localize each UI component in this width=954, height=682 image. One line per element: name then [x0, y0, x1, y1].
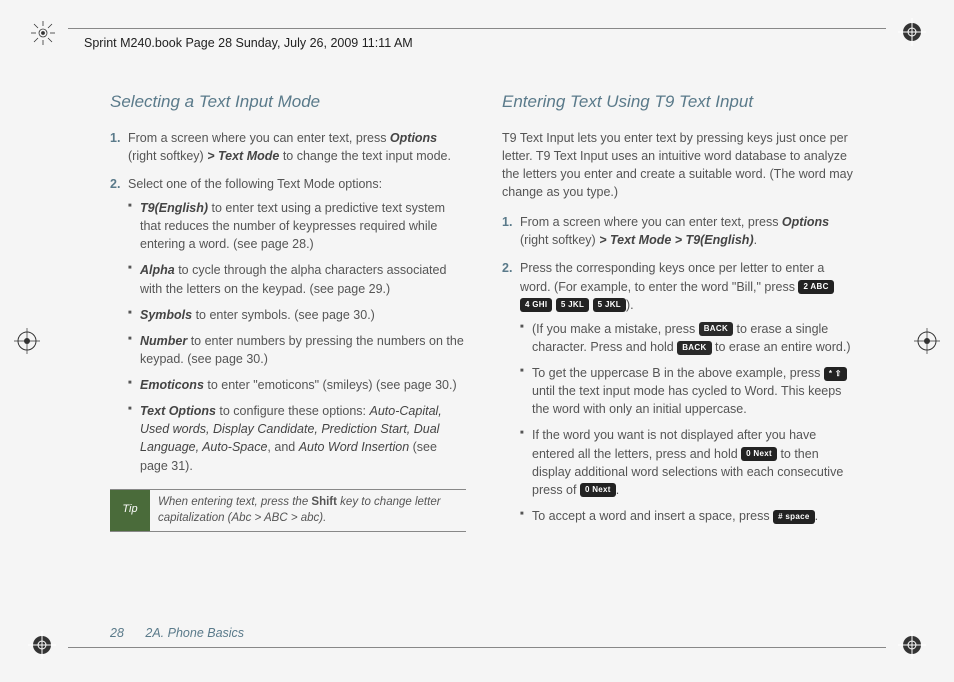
tip-text-a: When entering text, press the: [158, 496, 311, 508]
option-symbols: Symbols to enter symbols. (see page 30.): [128, 306, 466, 324]
option-number-text: to enter numbers by pressing the numbers…: [140, 334, 464, 366]
r-step2-a: Press the corresponding keys once per le…: [520, 261, 824, 293]
r-bullet-next-word: If the word you want is not displayed af…: [520, 426, 858, 499]
step1-text-a: From a screen where you can enter text, …: [128, 131, 390, 145]
option-number-label: Number: [140, 334, 187, 348]
r-step-1: 1. From a screen where you can enter tex…: [502, 213, 858, 249]
option-textopts-awi: Auto Word Insertion: [299, 440, 409, 454]
option-emoticons-label: Emoticons: [140, 378, 204, 392]
step-1: 1. From a screen where you can enter tex…: [110, 129, 466, 165]
r-step1-seq: > Text Mode > T9(English): [599, 233, 753, 247]
tip-text: When entering text, press the Shift key …: [150, 490, 466, 531]
r-b3-c: .: [616, 483, 619, 497]
option-symbols-text: to enter symbols. (see page 30.): [192, 308, 375, 322]
r-softkey-options: Options: [782, 215, 829, 229]
option-alpha-label: Alpha: [140, 263, 175, 277]
key-2abc-icon: 2 ABC: [798, 280, 833, 294]
side-target-right-icon: [914, 328, 940, 354]
page-footer: 28 2A. Phone Basics: [110, 626, 244, 640]
key-5jkl-icon: 5 JKL: [556, 298, 589, 312]
tip-box: Tip When entering text, press the Shift …: [110, 489, 466, 532]
step1-text-c: to change the text input mode.: [279, 149, 451, 163]
key-0-next-icon: 0 Next: [580, 483, 616, 497]
option-alpha-text: to cycle through the alpha characters as…: [140, 263, 446, 295]
crop-mark-bl-icon: [28, 631, 56, 664]
option-textopts-and: , and: [267, 440, 298, 454]
option-symbols-label: Symbols: [140, 308, 192, 322]
r-step1-end: .: [754, 233, 757, 247]
tip-label: Tip: [110, 490, 150, 531]
r-bullet-uppercase: To get the uppercase B in the above exam…: [520, 364, 858, 418]
softkey-options: Options: [390, 131, 437, 145]
option-number: Number to enter numbers by pressing the …: [128, 332, 466, 368]
crop-mark-tr-icon: [898, 18, 926, 51]
left-column: Selecting a Text Input Mode 1. From a sc…: [110, 90, 466, 622]
intro-paragraph: T9 Text Input lets you enter text by pre…: [502, 129, 858, 202]
option-text-options: Text Options to configure these options:…: [128, 402, 466, 475]
heading-entering-t9: Entering Text Using T9 Text Input: [502, 90, 858, 115]
right-column: Entering Text Using T9 Text Input T9 Tex…: [502, 90, 858, 622]
registration-sun-icon: [30, 20, 56, 46]
r-step1-a: From a screen where you can enter text, …: [520, 215, 782, 229]
r-bullet-accept: To accept a word and insert a space, pre…: [520, 507, 858, 525]
r-step-2: 2. Press the corresponding keys once per…: [502, 259, 858, 525]
r-step2-end: ).: [626, 298, 634, 312]
option-emoticons-text: to enter "emoticons" (smileys) (see page…: [204, 378, 457, 392]
r-bullet-mistake: (If you make a mistake, press BACK to er…: [520, 320, 858, 356]
key-hash-space-icon: # space: [773, 510, 814, 524]
section-label: 2A. Phone Basics: [145, 626, 244, 640]
step2-text: Select one of the following Text Mode op…: [128, 177, 382, 191]
gt-1: >: [207, 149, 214, 163]
option-t9: T9(English) to enter text using a predic…: [128, 199, 466, 253]
menu-text-mode: Text Mode: [218, 149, 279, 163]
option-emoticons: Emoticons to enter "emoticons" (smileys)…: [128, 376, 466, 394]
key-4ghi-icon: 4 GHI: [520, 298, 552, 312]
option-textopts-label: Text Options: [140, 404, 216, 418]
key-star-shift-icon: * ⇧: [824, 367, 847, 381]
r-b4-a: To accept a word and insert a space, pre…: [532, 509, 773, 523]
r-step1-b: (right softkey): [520, 233, 599, 247]
step-2: 2. Select one of the following Text Mode…: [110, 175, 466, 475]
option-alpha: Alpha to cycle through the alpha charact…: [128, 261, 466, 297]
r-b2-b: until the text input mode has cycled to …: [532, 384, 841, 416]
option-textopts-text: to configure these options:: [216, 404, 370, 418]
key-5jkl-icon: 5 JKL: [593, 298, 626, 312]
r-b1-a: (If you make a mistake, press: [532, 322, 699, 336]
key-0-next-icon: 0 Next: [741, 447, 777, 461]
key-back-icon: BACK: [699, 322, 733, 336]
option-t9-label: T9(English): [140, 201, 208, 215]
heading-selecting-mode: Selecting a Text Input Mode: [110, 90, 466, 115]
crop-mark-br-icon: [898, 631, 926, 664]
r-b4-b: .: [815, 509, 818, 523]
step1-text-b: (right softkey): [128, 149, 207, 163]
framemaker-header: Sprint M240.book Page 28 Sunday, July 26…: [84, 36, 413, 50]
r-b1-c: to erase an entire word.): [712, 340, 851, 354]
r-b2-a: To get the uppercase B in the above exam…: [532, 366, 824, 380]
page-number: 28: [110, 626, 124, 640]
page-content: Selecting a Text Input Mode 1. From a sc…: [110, 90, 858, 622]
key-back-icon: BACK: [677, 341, 711, 355]
side-target-left-icon: [14, 328, 40, 354]
tip-shift-key: Shift: [311, 496, 337, 508]
